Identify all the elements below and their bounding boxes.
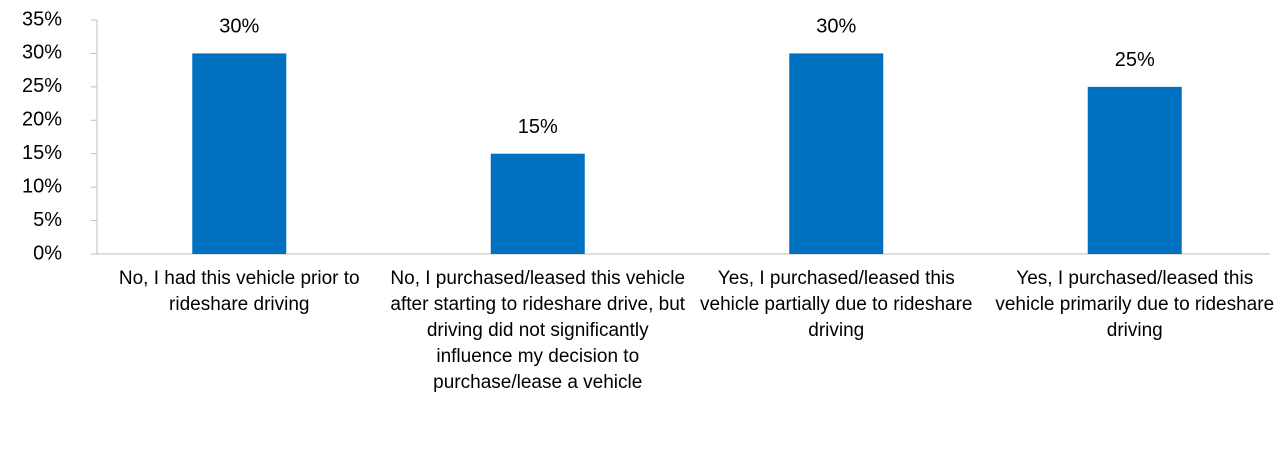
bar xyxy=(1087,86,1182,254)
data-label: 15% xyxy=(518,116,558,138)
data-label: 25% xyxy=(1115,49,1155,71)
x-tick-label: No, I had this vehicle prior to rideshar… xyxy=(118,268,360,315)
y-tick-label: 20% xyxy=(22,109,62,131)
bar xyxy=(192,53,287,254)
data-label: 30% xyxy=(816,16,856,38)
y-tick-label: 25% xyxy=(22,75,62,97)
y-tick-label: 0% xyxy=(33,242,62,264)
x-tick-label: No, I purchased/leased this vehicle afte… xyxy=(390,268,686,393)
y-tick-label: 15% xyxy=(22,142,62,164)
y-tick-label: 5% xyxy=(33,209,62,231)
y-tick-label: 30% xyxy=(22,42,62,64)
y-tick-label: 10% xyxy=(22,175,62,197)
y-tick-label: 35% xyxy=(22,8,62,30)
bar xyxy=(789,53,884,254)
x-tick-label: Yes, I purchased/leased this vehicle par… xyxy=(700,268,973,341)
bar xyxy=(490,153,585,254)
data-label: 30% xyxy=(219,16,259,38)
x-tick-label: Yes, I purchased/leased this vehicle pri… xyxy=(995,268,1275,341)
